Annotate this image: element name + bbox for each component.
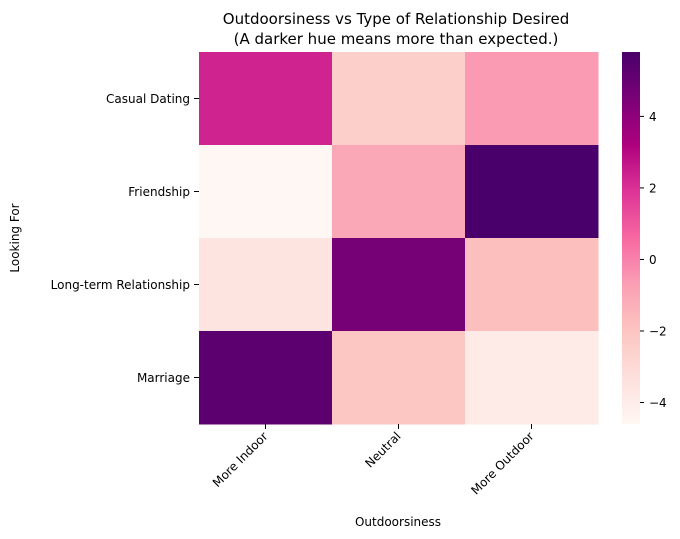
colorbar: [622, 52, 640, 424]
heatmap-cells: [199, 52, 599, 425]
colorbar-tick-label: −4: [649, 396, 667, 410]
heatmap-cell: [332, 238, 466, 332]
y-tick-label: Casual Dating: [106, 92, 190, 106]
heatmap-cell: [199, 331, 333, 425]
chart-title: Outdoorsiness vs Type of Relationship De…: [223, 10, 569, 28]
heatmap-cell: [199, 52, 333, 146]
chart-subtitle: (A darker hue means more than expected.): [234, 30, 559, 48]
colorbar-tick-label: −2: [649, 325, 667, 339]
y-axis-ticks: Casual Dating Friendship Long-term Relatio…: [51, 92, 199, 385]
heatmap-cell: [465, 238, 599, 332]
x-axis-ticks: More Indoor Neutral More Outdoor: [210, 424, 537, 498]
heatmap-cell: [465, 331, 599, 425]
x-tick-label: More Outdoor: [468, 429, 536, 497]
colorbar-tick-label: 4: [649, 110, 657, 124]
x-tick-label: Neutral: [362, 429, 403, 470]
colorbar-tick-label: 0: [649, 253, 657, 267]
y-tick-label: Friendship: [128, 185, 190, 199]
heatmap-cell: [465, 52, 599, 146]
heatmap-cell: [332, 52, 466, 146]
heatmap-cell: [465, 145, 599, 239]
y-tick-label: Marriage: [137, 371, 190, 385]
colorbar-tick-label: 2: [649, 181, 657, 195]
heatmap-cell: [199, 145, 333, 239]
x-tick-label: More Indoor: [210, 429, 271, 490]
y-tick-label: Long-term Relationship: [51, 278, 190, 292]
heatmap-cell: [332, 145, 466, 239]
colorbar-ticks: −4 −2 0 2 4: [640, 110, 667, 410]
heatmap-cell: [332, 331, 466, 425]
x-axis-label: Outdoorsiness: [355, 515, 441, 529]
heatmap-cell: [199, 238, 333, 332]
y-axis-label: Looking For: [8, 203, 22, 272]
